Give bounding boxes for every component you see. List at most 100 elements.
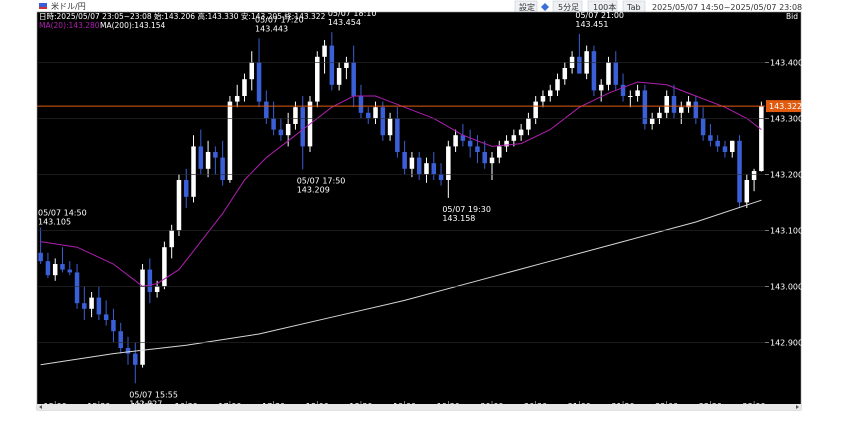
candle-body [358, 96, 364, 113]
candle-body [220, 157, 225, 180]
candle-body [446, 146, 451, 180]
candle-body [380, 107, 386, 136]
scroll-left-icon[interactable] [39, 405, 42, 409]
candle-body [635, 90, 640, 96]
candle-body [111, 320, 116, 332]
y-tick-label: 143.100 [770, 226, 803, 235]
scroll-right-icon[interactable] [796, 405, 799, 409]
candle-body [285, 124, 291, 136]
pair-label: 米ドル/円 [51, 1, 86, 11]
candle-body [322, 45, 327, 57]
candle-body [438, 174, 444, 180]
candle-body [329, 45, 335, 85]
flag-stripe [39, 7, 47, 9]
candle-body [526, 118, 531, 130]
current-price-label: 143.322 [769, 102, 802, 111]
candle-body [125, 348, 131, 354]
count-label: 100本 [593, 2, 616, 12]
candle-body [169, 230, 174, 248]
candle-body [700, 118, 706, 136]
candle-body [96, 297, 102, 315]
candle-body [708, 135, 713, 141]
annotation-price: 143.451 [575, 20, 608, 29]
annotation-time: 05/07 17:50 [297, 176, 346, 185]
tab-label: Tab [626, 3, 641, 12]
candle-body [103, 314, 109, 320]
candle-body [664, 96, 669, 113]
candle-body [729, 140, 735, 152]
candle-body [373, 107, 378, 119]
candle-body [336, 68, 342, 85]
ma20-line [40, 81, 762, 287]
annotation-time: 05/07 19:30 [442, 205, 491, 214]
candle-body [140, 269, 145, 365]
candle-body [38, 252, 43, 262]
candle-body [278, 129, 284, 136]
y-tick-label: 142.900 [770, 338, 803, 347]
scrollbar-track[interactable] [37, 404, 801, 410]
candle-body [344, 62, 349, 68]
candle-body [89, 297, 94, 309]
candle-body [693, 101, 699, 119]
candle-body [715, 140, 720, 147]
candle-body [387, 118, 393, 136]
candle-body [555, 79, 560, 91]
timeframe-label: 5分足 [558, 3, 579, 12]
candle-body [511, 135, 517, 141]
candle-body [686, 101, 691, 108]
candle-body [198, 146, 204, 169]
candle-body [154, 286, 160, 292]
price-axis: 143.400 143.300 143.200 143.100 143.000 142.9… [37, 58, 803, 347]
candle-body [271, 118, 276, 130]
candle-body [497, 146, 502, 158]
candle-body [482, 152, 487, 164]
candle-body [183, 180, 189, 197]
candle-body [118, 331, 123, 348]
annotation-time: 05/07 15:55 [129, 390, 178, 399]
candle-body [409, 157, 415, 169]
candle-body [489, 157, 495, 164]
annotation-time: 05/07 18:10 [328, 9, 377, 18]
candle-body [504, 140, 509, 147]
annotation-price: 142.827 [129, 399, 162, 408]
ma-long-readout: MA(200):143.154 [100, 21, 166, 30]
annotation-time: 05/07 21:00 [575, 11, 624, 20]
candle-body [475, 146, 480, 152]
ma-short-readout: MA(20):143.280 [39, 21, 100, 30]
candle-body [547, 90, 553, 96]
ma-layer [37, 81, 765, 366]
candle-body [416, 157, 422, 175]
bid-label: Bid [786, 12, 798, 21]
candle-body [133, 353, 138, 365]
y-tick-label: 143.000 [770, 282, 803, 291]
annotation-price: 143.443 [255, 24, 288, 33]
candle-body [82, 303, 87, 309]
candle-body [205, 152, 211, 169]
candle-body [162, 247, 167, 287]
candle-body [234, 96, 240, 102]
candle-body [315, 56, 320, 102]
settings-label: 設定 [519, 2, 535, 12]
top-bar: 米ドル/円 設定 5分足 100本 Tab 2025/05/07 14:50~2… [39, 0, 802, 14]
candle-body [431, 163, 437, 175]
candle-body [453, 135, 458, 147]
candle-body [628, 96, 633, 97]
annotation-price: 143.454 [328, 18, 361, 27]
candle-body [191, 146, 196, 197]
annotation-price: 143.105 [38, 218, 71, 227]
candle-body [577, 56, 582, 74]
candle-body [74, 272, 80, 304]
candle-body [562, 68, 568, 80]
candle-body [591, 51, 597, 91]
date-range: 2025/05/07 14:50~2025/05/07 23:08 [652, 3, 802, 12]
candle-body [300, 107, 305, 147]
candle-body [467, 140, 473, 147]
candle-body [657, 112, 662, 119]
candle-body [264, 101, 269, 119]
annotation-time: 05/07 17:20 [255, 15, 304, 24]
candle-body [679, 107, 684, 113]
candle-body [402, 152, 407, 169]
candle-body [176, 180, 182, 231]
candle-layer [38, 32, 764, 384]
